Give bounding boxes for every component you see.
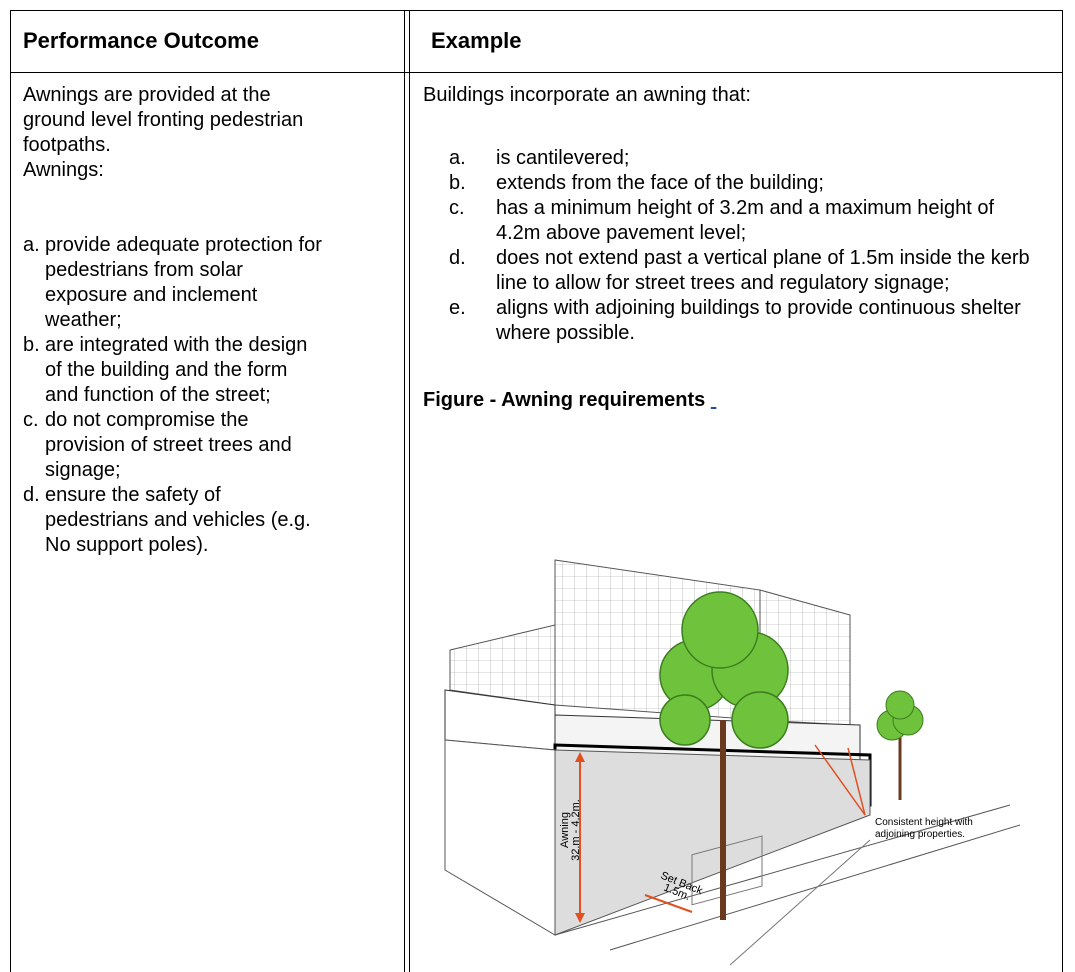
list-item: b. extends from the face of the building;: [423, 171, 1043, 196]
list-item: a. is cantilevered;: [423, 146, 1043, 171]
kerb: [609, 824, 1021, 951]
list-text: ensure the safety of pedestrians and veh…: [45, 484, 311, 556]
pointer: [847, 747, 866, 816]
tree-canopy: [659, 591, 789, 749]
figure-title: Figure - Awning requirements: [423, 388, 1043, 413]
list-marker: d.: [23, 484, 40, 506]
figure-label: adjoining properties.: [875, 829, 965, 840]
list-marker: c.: [23, 409, 39, 431]
list-marker: c.: [449, 197, 465, 219]
list-item: b. are integrated with the design of the …: [23, 333, 323, 408]
tree-pit: [691, 835, 763, 906]
setback-arrow: [644, 894, 693, 913]
side-wall: [444, 739, 556, 936]
list-item: d. does not extend past a vertical plane …: [423, 246, 1043, 296]
list-text: are integrated with the design of the bu…: [45, 334, 308, 406]
paragraph: Awnings are provided at the ground level…: [23, 84, 304, 156]
example-cell: Buildings incorporate an awning that: a.…: [423, 83, 1043, 413]
list-text: is cantilevered;: [496, 147, 630, 169]
column-divider: [404, 11, 405, 972]
list-item: c. do not compromise the provision of str…: [23, 408, 323, 483]
list-marker: e.: [449, 297, 466, 319]
list-text: extends from the face of the building;: [496, 172, 824, 194]
figure-label: 32.m - 4.2m.: [570, 799, 582, 861]
arrow-head: [575, 913, 585, 923]
figure-label: Awning: [559, 812, 571, 848]
list-text: do not compromise the provision of stree…: [45, 409, 292, 481]
list-item: e. aligns with adjoining buildings to pro…: [423, 296, 1043, 346]
pavement-edge: [729, 839, 871, 966]
figure-label: Consistent height with: [875, 817, 973, 828]
tree-canopy: [876, 690, 924, 741]
list-text: does not extend past a vertical plane of…: [496, 247, 1030, 294]
list-item: c. has a minimum height of 3.2m and a max…: [423, 196, 1043, 246]
list-marker: b.: [23, 334, 40, 356]
header-row: Performance Outcome Example: [11, 11, 1062, 73]
arrow-head: [575, 752, 585, 762]
awning-illustration: Awning 32.m - 4.2m. Set Back 1.5m. Consi…: [444, 559, 1021, 966]
kerb: [554, 804, 1011, 936]
outcome-cell: Awnings are provided at the ground level…: [23, 83, 323, 558]
list-text: aligns with adjoining buildings to provi…: [496, 297, 1021, 344]
list-marker: d.: [449, 247, 466, 269]
table: Performance Outcome Example Awnings are …: [10, 10, 1063, 972]
list-marker: b.: [449, 172, 466, 194]
paragraph: Awnings:: [23, 159, 104, 181]
shopfront: [554, 749, 871, 936]
paragraph: Buildings incorporate an awning that:: [423, 84, 751, 106]
column-divider: [409, 11, 410, 972]
list-text: provide adequate protection for pedestri…: [45, 234, 322, 331]
pointer: [814, 744, 866, 816]
list-text: has a minimum height of 3.2m and a maxim…: [496, 197, 995, 244]
list-marker: a.: [449, 147, 466, 169]
figure-title-text: Figure - Awning requirements: [423, 389, 706, 411]
list-item: a. provide adequate protection for pedest…: [23, 233, 323, 333]
list-item: d. ensure the safety of pedestrians and v…: [23, 483, 323, 558]
header-cell: Performance Outcome: [23, 28, 259, 53]
header-cell: Example: [431, 28, 522, 53]
list-marker: a.: [23, 234, 40, 256]
